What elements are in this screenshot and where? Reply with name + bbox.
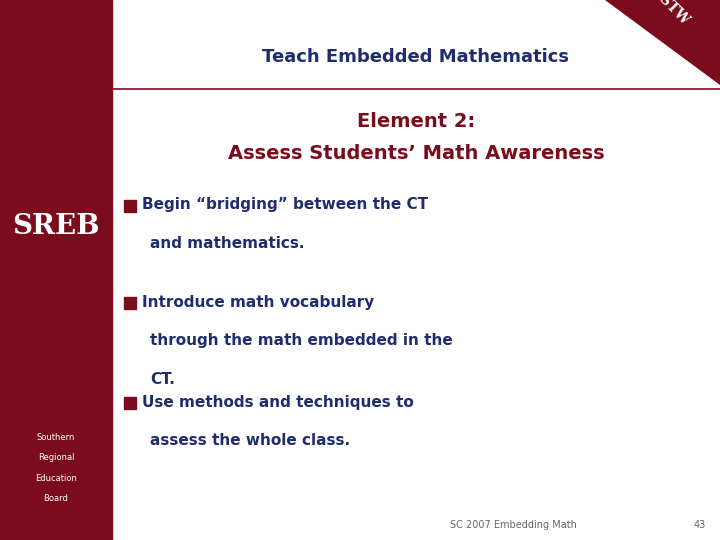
Text: assess the whole class.: assess the whole class. <box>150 434 350 448</box>
Polygon shape <box>605 0 720 85</box>
Bar <box>124 297 136 309</box>
Text: and mathematics.: and mathematics. <box>150 237 305 251</box>
Text: CT.: CT. <box>150 373 175 387</box>
Bar <box>124 397 136 409</box>
Text: Education: Education <box>35 474 77 483</box>
Text: Begin “bridging” between the CT: Begin “bridging” between the CT <box>142 198 428 212</box>
Text: Regional: Regional <box>37 454 74 462</box>
Text: Southern: Southern <box>37 433 75 442</box>
Bar <box>0 0 112 540</box>
Bar <box>124 200 136 212</box>
Text: Element 2:: Element 2: <box>357 112 475 131</box>
Text: SC 2007 Embedding Math: SC 2007 Embedding Math <box>450 520 577 530</box>
Text: 43: 43 <box>693 520 706 530</box>
Text: Board: Board <box>44 495 68 503</box>
Text: Assess Students’ Math Awareness: Assess Students’ Math Awareness <box>228 144 604 164</box>
Text: Use methods and techniques to: Use methods and techniques to <box>142 395 414 409</box>
Text: SREB: SREB <box>12 213 100 240</box>
Text: Teach Embedded Mathematics: Teach Embedded Mathematics <box>263 48 570 66</box>
Text: Introduce math vocabulary: Introduce math vocabulary <box>142 295 374 309</box>
Text: through the math embedded in the: through the math embedded in the <box>150 334 453 348</box>
Text: HSTW: HSTW <box>647 0 692 28</box>
